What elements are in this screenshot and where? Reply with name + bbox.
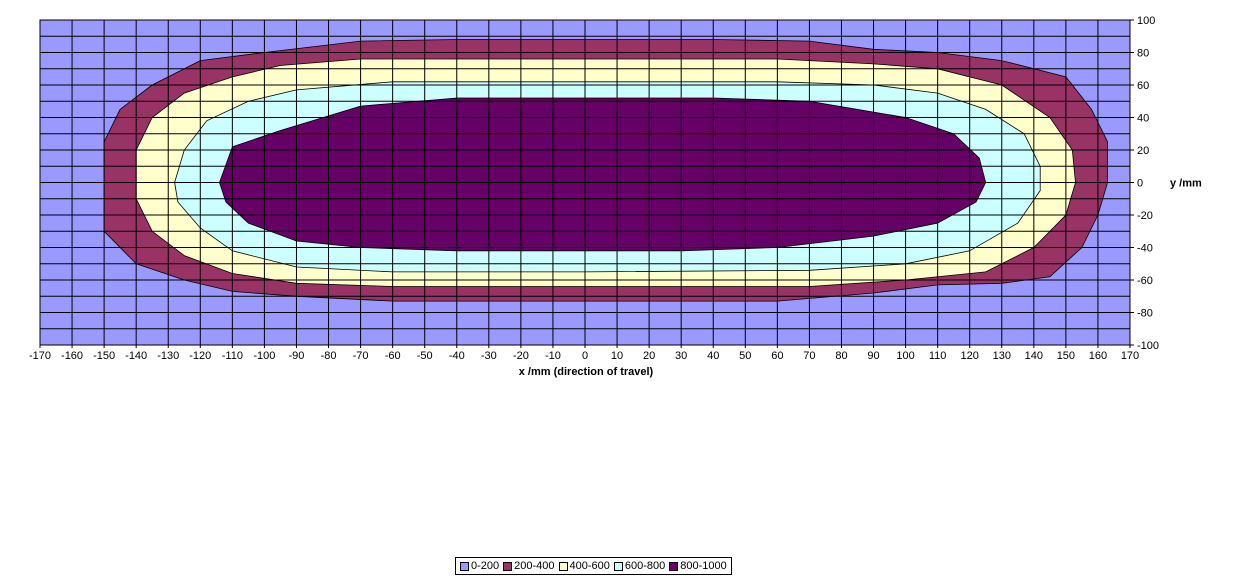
y-axis-title: y /mm xyxy=(1170,178,1202,190)
x-tick-label: -60 xyxy=(385,350,401,362)
x-tick-label: 90 xyxy=(867,350,879,362)
x-tick-label: 20 xyxy=(643,350,655,362)
x-tick-label: -160 xyxy=(61,350,83,362)
x-tick-label: -120 xyxy=(189,350,211,362)
legend-item-600-800: 600-800 xyxy=(613,560,666,572)
x-tick-label: -100 xyxy=(253,350,275,362)
legend-item-0-200: 0-200 xyxy=(460,560,499,572)
y-tick-label: -100 xyxy=(1137,340,1159,352)
x-tick-label: 130 xyxy=(993,350,1011,362)
y-tick-label: -80 xyxy=(1137,308,1153,320)
legend-swatch-800-1000 xyxy=(669,561,679,571)
y-tick-label: 60 xyxy=(1137,80,1149,92)
x-tick-label: -40 xyxy=(449,350,465,362)
legend-item-400-600: 400-600 xyxy=(558,560,610,572)
x-tick-label: 140 xyxy=(1025,350,1043,362)
x-tick-label: 110 xyxy=(929,350,947,362)
x-tick-label: -70 xyxy=(353,350,369,362)
x-tick-label: 0 xyxy=(582,350,588,362)
x-tick-label: 70 xyxy=(803,350,815,362)
legend-label: 200-400 xyxy=(514,560,555,572)
legend-label: 600-800 xyxy=(624,560,666,572)
y-tick-label: -60 xyxy=(1137,275,1153,287)
x-tick-label: -170 xyxy=(29,350,51,362)
x-tick-label: -20 xyxy=(513,350,529,362)
legend-swatch-200-400 xyxy=(503,561,513,571)
y-tick-label: 40 xyxy=(1137,113,1149,125)
legend: 0-200 200-400 400-600 600-800 800-1000 xyxy=(455,557,732,575)
x-tick-label: -90 xyxy=(289,350,305,362)
legend-label: 800-1000 xyxy=(680,560,727,572)
x-tick-label: 60 xyxy=(771,350,783,362)
x-tick-label: 40 xyxy=(707,350,719,362)
x-tick-label: 80 xyxy=(835,350,847,362)
contour-band-800-1000 xyxy=(219,97,987,252)
legend-label: 0-200 xyxy=(471,560,500,572)
x-tick-label: -140 xyxy=(125,350,147,362)
x-tick-label: 170 xyxy=(1121,350,1139,362)
x-tick-label: 100 xyxy=(896,350,914,362)
legend-swatch-600-800 xyxy=(613,561,623,571)
legend-swatch-0-200 xyxy=(460,561,469,571)
x-tick-label: -150 xyxy=(93,350,115,362)
legend-label: 400-600 xyxy=(569,560,610,572)
y-tick-label: -40 xyxy=(1137,243,1153,255)
x-tick-label: 150 xyxy=(1057,350,1075,362)
x-tick-label: -10 xyxy=(545,350,561,362)
x-tick-label: 120 xyxy=(961,350,979,362)
x-tick-label: -30 xyxy=(481,350,497,362)
y-tick-label: 0 xyxy=(1137,178,1143,190)
x-tick-label: 50 xyxy=(739,350,751,362)
x-tick-label: -110 xyxy=(222,350,243,362)
y-tick-label: 80 xyxy=(1137,48,1149,60)
y-tick-label: 100 xyxy=(1137,15,1155,27)
x-tick-label: 30 xyxy=(675,350,687,362)
y-tick-label: -20 xyxy=(1137,210,1153,222)
legend-swatch-400-600 xyxy=(558,561,568,571)
x-tick-label: -50 xyxy=(417,350,433,362)
x-tick-label: -130 xyxy=(157,350,179,362)
legend-item-200-400: 200-400 xyxy=(503,560,555,572)
y-tick-label: 20 xyxy=(1137,145,1149,157)
x-tick-label: 10 xyxy=(611,350,623,362)
x-tick-label: 160 xyxy=(1089,350,1107,362)
x-axis-title: x /mm (direction of travel) xyxy=(519,366,654,378)
x-tick-label: -80 xyxy=(321,350,337,362)
legend-item-800-1000: 800-1000 xyxy=(669,560,727,572)
